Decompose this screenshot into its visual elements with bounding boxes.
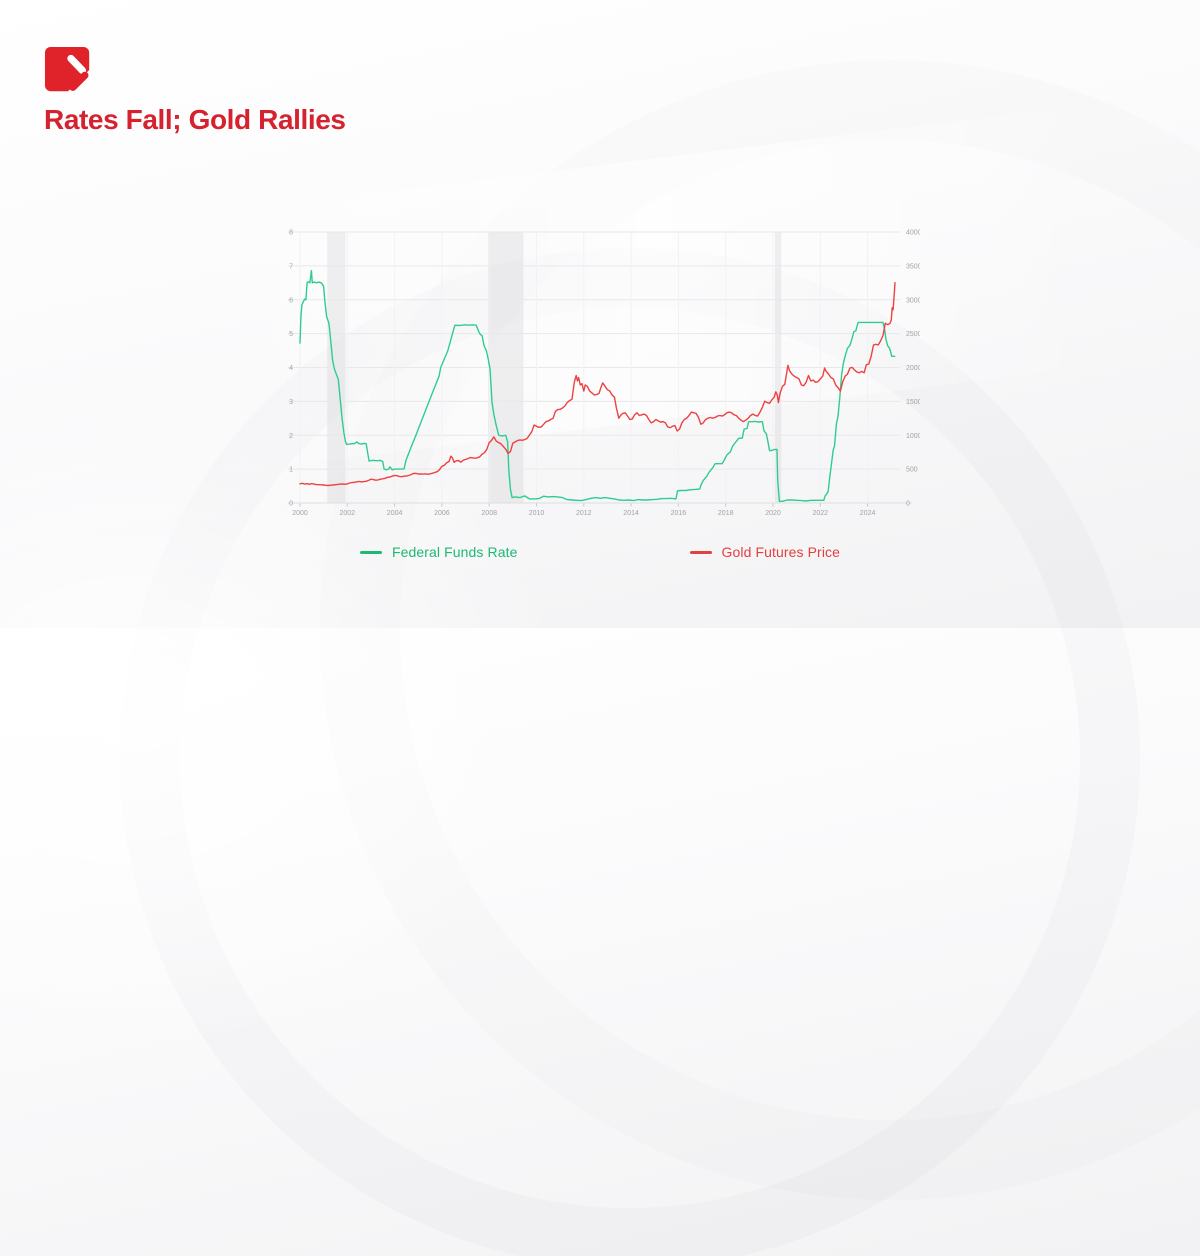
- svg-text:3: 3: [289, 399, 293, 406]
- green-line-swatch-icon: [359, 550, 382, 554]
- svg-text:3500: 3500: [906, 263, 920, 270]
- social-banner: { "header": { "title": "Rates Fall; Gold…: [0, 0, 1200, 1058]
- svg-text:4: 4: [289, 365, 293, 372]
- svg-text:500: 500: [906, 467, 918, 474]
- legend-item-gold-futures-price: Gold Futures Price: [689, 544, 841, 560]
- svg-text:2000: 2000: [292, 510, 308, 517]
- svg-text:3000: 3000: [906, 297, 920, 304]
- page-title: Rates Fall; Gold Rallies: [44, 104, 346, 135]
- svg-text:8: 8: [289, 230, 293, 237]
- svg-text:2014: 2014: [623, 510, 639, 517]
- svg-text:5: 5: [289, 331, 293, 338]
- svg-text:1500: 1500: [906, 399, 920, 406]
- svg-text:2006: 2006: [434, 510, 450, 517]
- svg-text:2002: 2002: [340, 510, 356, 517]
- svg-text:0: 0: [906, 501, 910, 508]
- red-line-swatch-icon: [689, 550, 712, 554]
- brand-logo-icon: [44, 46, 90, 92]
- legend-label: Federal Funds Rate: [391, 544, 518, 560]
- svg-text:1000: 1000: [906, 433, 920, 440]
- legend-label: Gold Futures Price: [721, 544, 841, 560]
- svg-text:1: 1: [289, 467, 293, 474]
- chart-legend: Federal Funds Rate Gold Futures Price: [0, 544, 1200, 560]
- svg-text:7: 7: [289, 263, 293, 270]
- svg-text:2024: 2024: [860, 510, 876, 517]
- svg-text:2012: 2012: [576, 510, 592, 517]
- svg-text:4000: 4000: [906, 230, 920, 237]
- svg-text:2008: 2008: [481, 510, 497, 517]
- svg-text:6: 6: [289, 297, 293, 304]
- svg-text:0: 0: [289, 501, 293, 508]
- svg-text:2: 2: [289, 433, 293, 440]
- svg-text:2018: 2018: [718, 510, 734, 517]
- svg-text:2004: 2004: [387, 510, 403, 517]
- svg-text:2500: 2500: [906, 331, 920, 338]
- svg-text:2010: 2010: [529, 510, 545, 517]
- legend-item-federal-funds-rate: Federal Funds Rate: [359, 544, 518, 560]
- svg-text:2000: 2000: [906, 365, 920, 372]
- svg-text:2016: 2016: [671, 510, 687, 517]
- svg-text:2022: 2022: [813, 510, 829, 517]
- rate-gold-chart: 2000 2002 2004 2006 2008 2010 2012 2014 2016 2018…: [260, 218, 920, 522]
- svg-text:2020: 2020: [765, 510, 781, 517]
- line-chart-canvas: 2000 2002 2004 2006 2008 2010 2012 2014 2016 2018…: [288, 230, 920, 517]
